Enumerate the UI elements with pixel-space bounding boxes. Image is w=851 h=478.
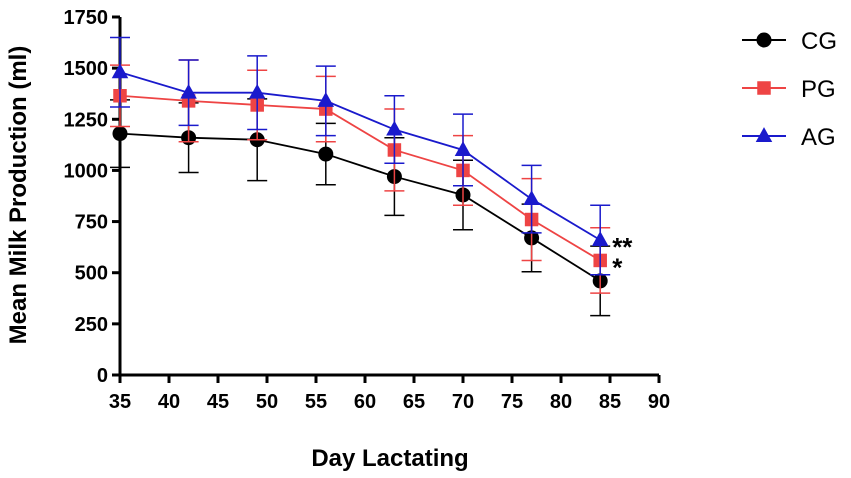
x-tick-label: 90 xyxy=(648,391,670,413)
annotations: *** xyxy=(612,232,633,282)
x-tick-label: 85 xyxy=(599,391,621,413)
x-tick-label: 70 xyxy=(452,391,474,413)
x-tick-label: 65 xyxy=(403,391,425,413)
data-point-ag xyxy=(248,83,266,99)
x-tick-label: 40 xyxy=(158,391,180,413)
data-point-cg xyxy=(112,126,128,142)
data-point-ag xyxy=(591,231,609,246)
x-tick-label: 60 xyxy=(354,391,376,413)
x-tick-label: 50 xyxy=(256,391,278,413)
data-point-ag xyxy=(111,63,129,79)
series-cg xyxy=(110,98,611,317)
series-line-ag xyxy=(119,71,601,241)
legend-label-ag: AG xyxy=(801,124,836,151)
data-point-ag xyxy=(180,83,197,99)
legend-label-cg: CG xyxy=(801,28,837,55)
y-tick-label: 1000 xyxy=(64,160,109,182)
data-point-cg xyxy=(318,146,334,162)
y-tick-label: 500 xyxy=(75,263,108,285)
legend: CG PG AG xyxy=(742,28,837,151)
x-axis-title: Day Lactating xyxy=(311,445,468,472)
series-ag xyxy=(110,36,611,276)
series-layer xyxy=(110,36,611,317)
x-tick-label: 45 xyxy=(207,391,229,413)
data-point-ag xyxy=(523,190,540,206)
y-tick-label: 1750 xyxy=(64,7,109,29)
x-tick-label: 80 xyxy=(550,391,572,413)
significance-annotation: * xyxy=(612,252,623,282)
data-point-ag xyxy=(454,141,472,156)
legend-entry-ag: AG xyxy=(742,124,836,151)
significance-annotation: ** xyxy=(612,232,633,262)
legend-marker-cg xyxy=(756,32,772,48)
y-axis-title: Mean Milk Production (ml) xyxy=(5,46,32,345)
axes: 0 250 500 750 1000 1250 1500 1750 35 40 45 50 55 60 65… xyxy=(64,7,671,413)
data-point-ag xyxy=(317,92,335,107)
legend-marker-pg xyxy=(757,81,771,95)
series-line-cg xyxy=(119,132,601,282)
series-line-pg xyxy=(119,94,601,262)
legend-entry-cg: CG xyxy=(742,28,837,55)
data-point-ag xyxy=(386,120,403,136)
y-tick-label: 1250 xyxy=(64,109,109,131)
y-tick-label: 0 xyxy=(97,365,108,387)
x-tick-label: 35 xyxy=(109,391,131,413)
legend-marker-ag xyxy=(755,127,773,142)
x-tick-label: 75 xyxy=(501,391,523,413)
x-tick-label: 55 xyxy=(305,391,327,413)
y-tick-label: 250 xyxy=(75,314,108,336)
y-tick-label: 750 xyxy=(75,212,108,234)
legend-label-pg: PG xyxy=(801,76,836,103)
y-tick-label: 1500 xyxy=(64,58,109,80)
legend-entry-pg: PG xyxy=(742,76,836,103)
